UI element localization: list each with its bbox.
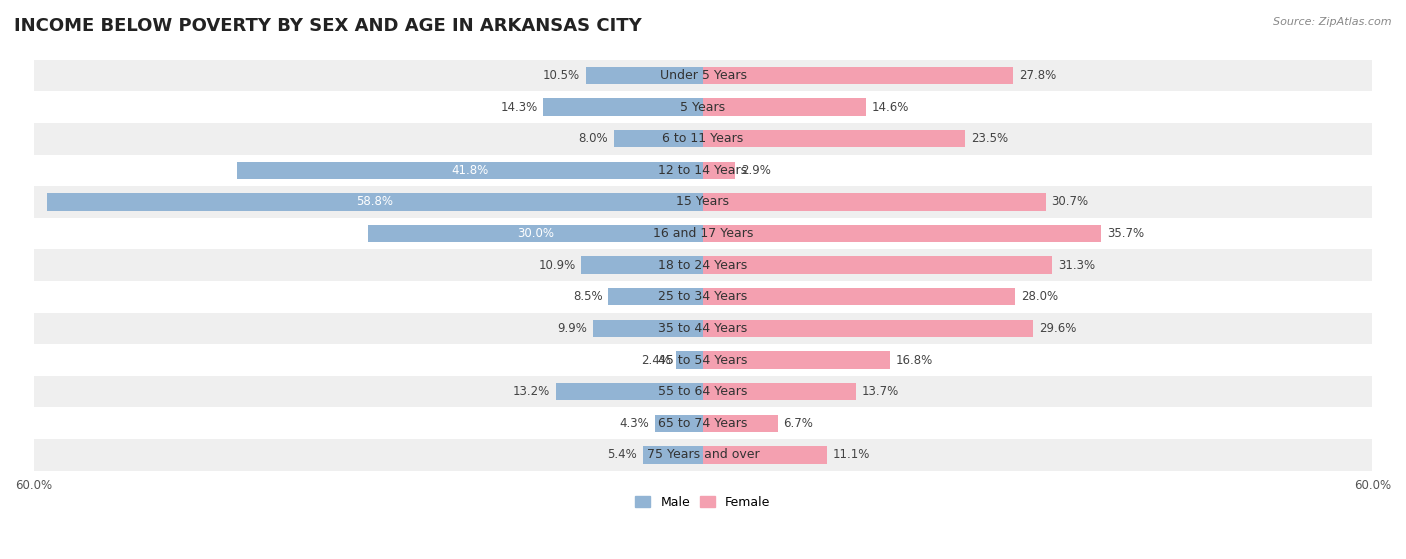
Bar [34, 91, 1372, 123]
Bar [34, 376, 1372, 408]
Bar [582, 257, 703, 274]
Text: 23.5%: 23.5% [970, 132, 1008, 145]
Bar [703, 162, 735, 179]
Bar [676, 351, 703, 369]
Text: 12 to 14 Years: 12 to 14 Years [658, 164, 748, 177]
Bar [544, 98, 703, 116]
Text: 6 to 11 Years: 6 to 11 Years [662, 132, 744, 145]
Bar [34, 154, 1372, 186]
Bar [34, 439, 1372, 471]
Text: 27.8%: 27.8% [1019, 69, 1056, 82]
Text: 8.5%: 8.5% [574, 290, 603, 304]
Text: 28.0%: 28.0% [1021, 290, 1059, 304]
Bar [34, 123, 1372, 154]
Text: 16 and 17 Years: 16 and 17 Years [652, 227, 754, 240]
Bar [609, 288, 703, 305]
Text: 30.0%: 30.0% [517, 227, 554, 240]
Bar [655, 415, 703, 432]
Text: 15 Years: 15 Years [676, 196, 730, 209]
Bar [34, 218, 1372, 249]
Bar [34, 281, 1372, 312]
Bar [703, 257, 1052, 274]
Bar [703, 288, 1015, 305]
Bar [555, 383, 703, 400]
Text: 41.8%: 41.8% [451, 164, 488, 177]
Bar [46, 193, 703, 211]
Bar [368, 225, 703, 242]
Text: 45 to 54 Years: 45 to 54 Years [658, 353, 748, 367]
Bar [34, 344, 1372, 376]
Bar [703, 415, 778, 432]
Bar [703, 225, 1101, 242]
Text: 35.7%: 35.7% [1107, 227, 1144, 240]
Legend: Male, Female: Male, Female [630, 491, 776, 514]
Bar [703, 351, 890, 369]
Bar [614, 130, 703, 148]
Bar [703, 446, 827, 463]
Text: 2.4%: 2.4% [641, 353, 671, 367]
Bar [703, 130, 965, 148]
Text: 6.7%: 6.7% [783, 416, 813, 430]
Text: 13.2%: 13.2% [513, 385, 550, 398]
Text: 16.8%: 16.8% [896, 353, 934, 367]
Bar [703, 98, 866, 116]
Text: 14.6%: 14.6% [872, 101, 908, 113]
Text: 10.9%: 10.9% [538, 259, 576, 272]
Text: 30.7%: 30.7% [1052, 196, 1088, 209]
Text: 58.8%: 58.8% [357, 196, 394, 209]
Text: 10.5%: 10.5% [543, 69, 581, 82]
Bar [703, 67, 1014, 84]
Text: 8.0%: 8.0% [578, 132, 609, 145]
Text: 18 to 24 Years: 18 to 24 Years [658, 259, 748, 272]
Text: 5 Years: 5 Years [681, 101, 725, 113]
Bar [703, 320, 1033, 337]
Text: 75 Years and over: 75 Years and over [647, 448, 759, 461]
Bar [703, 193, 1046, 211]
Text: 13.7%: 13.7% [862, 385, 898, 398]
Text: 29.6%: 29.6% [1039, 322, 1076, 335]
Bar [34, 249, 1372, 281]
Bar [643, 446, 703, 463]
Text: 5.4%: 5.4% [607, 448, 637, 461]
Text: 35 to 44 Years: 35 to 44 Years [658, 322, 748, 335]
Text: 4.3%: 4.3% [620, 416, 650, 430]
Text: 65 to 74 Years: 65 to 74 Years [658, 416, 748, 430]
Bar [34, 60, 1372, 91]
Text: 55 to 64 Years: 55 to 64 Years [658, 385, 748, 398]
Text: 14.3%: 14.3% [501, 101, 538, 113]
Bar [586, 67, 703, 84]
Text: 2.9%: 2.9% [741, 164, 770, 177]
Bar [34, 408, 1372, 439]
Bar [34, 312, 1372, 344]
Bar [592, 320, 703, 337]
Text: 11.1%: 11.1% [832, 448, 870, 461]
Bar [703, 383, 856, 400]
Text: Under 5 Years: Under 5 Years [659, 69, 747, 82]
Text: 9.9%: 9.9% [557, 322, 586, 335]
Text: 31.3%: 31.3% [1057, 259, 1095, 272]
Text: 25 to 34 Years: 25 to 34 Years [658, 290, 748, 304]
Text: INCOME BELOW POVERTY BY SEX AND AGE IN ARKANSAS CITY: INCOME BELOW POVERTY BY SEX AND AGE IN A… [14, 17, 641, 35]
Text: Source: ZipAtlas.com: Source: ZipAtlas.com [1274, 17, 1392, 27]
Bar [34, 186, 1372, 218]
Bar [236, 162, 703, 179]
